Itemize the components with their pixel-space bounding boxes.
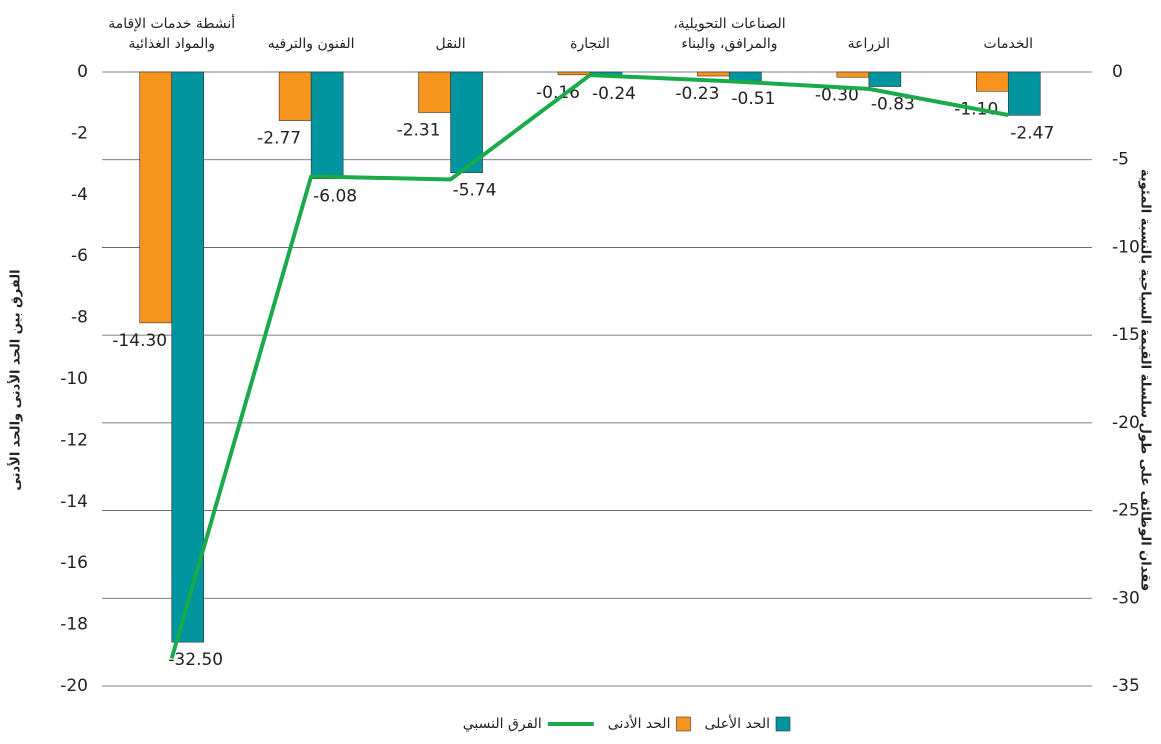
legend-swatch [775, 716, 791, 732]
bar [697, 71, 730, 77]
bar [139, 71, 173, 324]
legend-swatch [676, 716, 691, 732]
bar [450, 71, 483, 173]
y2-tick-label: -20 [1112, 413, 1140, 433]
y2-tick-label: -10 [1112, 237, 1140, 257]
y2-tick-label: -5 [1112, 150, 1129, 170]
data-label: -2.77 [257, 129, 301, 149]
legend-label: الحد الأعلى [704, 714, 770, 732]
x-tick-label: الفنون والترفيه [267, 36, 355, 52]
data-label: -32.50 [168, 650, 223, 670]
x-tick-label: الصناعات التحويلية، والمرافق، والبناء [673, 16, 786, 52]
bar [418, 71, 451, 113]
y-axis-label: الفرق بين الحد الأدنى والحد الأدنى [7, 269, 24, 490]
y2-tick-label: -35 [1112, 676, 1140, 696]
data-label: -2.31 [397, 121, 441, 141]
bar [836, 71, 870, 78]
bar [310, 71, 344, 179]
y-tick-label: 0 [77, 62, 88, 82]
y-tick-label: -2 [71, 123, 88, 143]
data-label: -14.30 [112, 331, 167, 351]
y-tick-label: -10 [60, 369, 88, 389]
x-tick-label: النقل [435, 36, 466, 52]
y-tick-label: -20 [60, 676, 88, 696]
y2-tick-label: -30 [1112, 588, 1140, 608]
y-tick-label: -18 [60, 615, 88, 635]
line [169, 73, 1009, 659]
y-tick-label: -16 [60, 553, 88, 573]
data-label: -0.83 [871, 95, 915, 115]
x-tick-label: أنشطة خدمات الإقامة والمواد الغذائية [108, 16, 236, 52]
data-label: -5.74 [453, 181, 497, 201]
y-tick-label: -4 [71, 185, 88, 205]
data-label: -0.16 [536, 83, 580, 103]
data-label: -0.23 [675, 84, 719, 104]
data-label: -6.08 [313, 187, 357, 207]
bar [278, 71, 312, 121]
data-label: -2.47 [1010, 123, 1054, 143]
y-tick-label: -6 [71, 246, 88, 266]
legend-label: الفرق النسبي [463, 716, 542, 732]
bar [1007, 71, 1041, 116]
bar [868, 71, 902, 87]
y2-tick-label: -15 [1112, 325, 1140, 345]
x-tick-label: التجارة [570, 36, 610, 52]
data-label: -0.51 [731, 89, 775, 109]
data-label: -0.30 [815, 85, 859, 105]
x-tick-label: الزراعة [847, 36, 891, 52]
bar [557, 71, 591, 76]
bar [975, 71, 1009, 92]
x-tick-label: الخدمات [983, 36, 1034, 52]
bar [171, 71, 205, 643]
y-tick-label: -8 [71, 308, 88, 328]
data-label: -0.24 [592, 84, 636, 104]
y-tick-label: -12 [60, 430, 88, 450]
y2-tick-label: -25 [1112, 501, 1140, 521]
legend-label: الحد الأدنى [608, 714, 671, 732]
y2-axis-label: فقدان الوظائف على طول سلسلة القيمة السيا… [1138, 169, 1153, 591]
y2-tick-label: 0 [1112, 62, 1123, 82]
y-tick-label: -14 [60, 492, 88, 512]
